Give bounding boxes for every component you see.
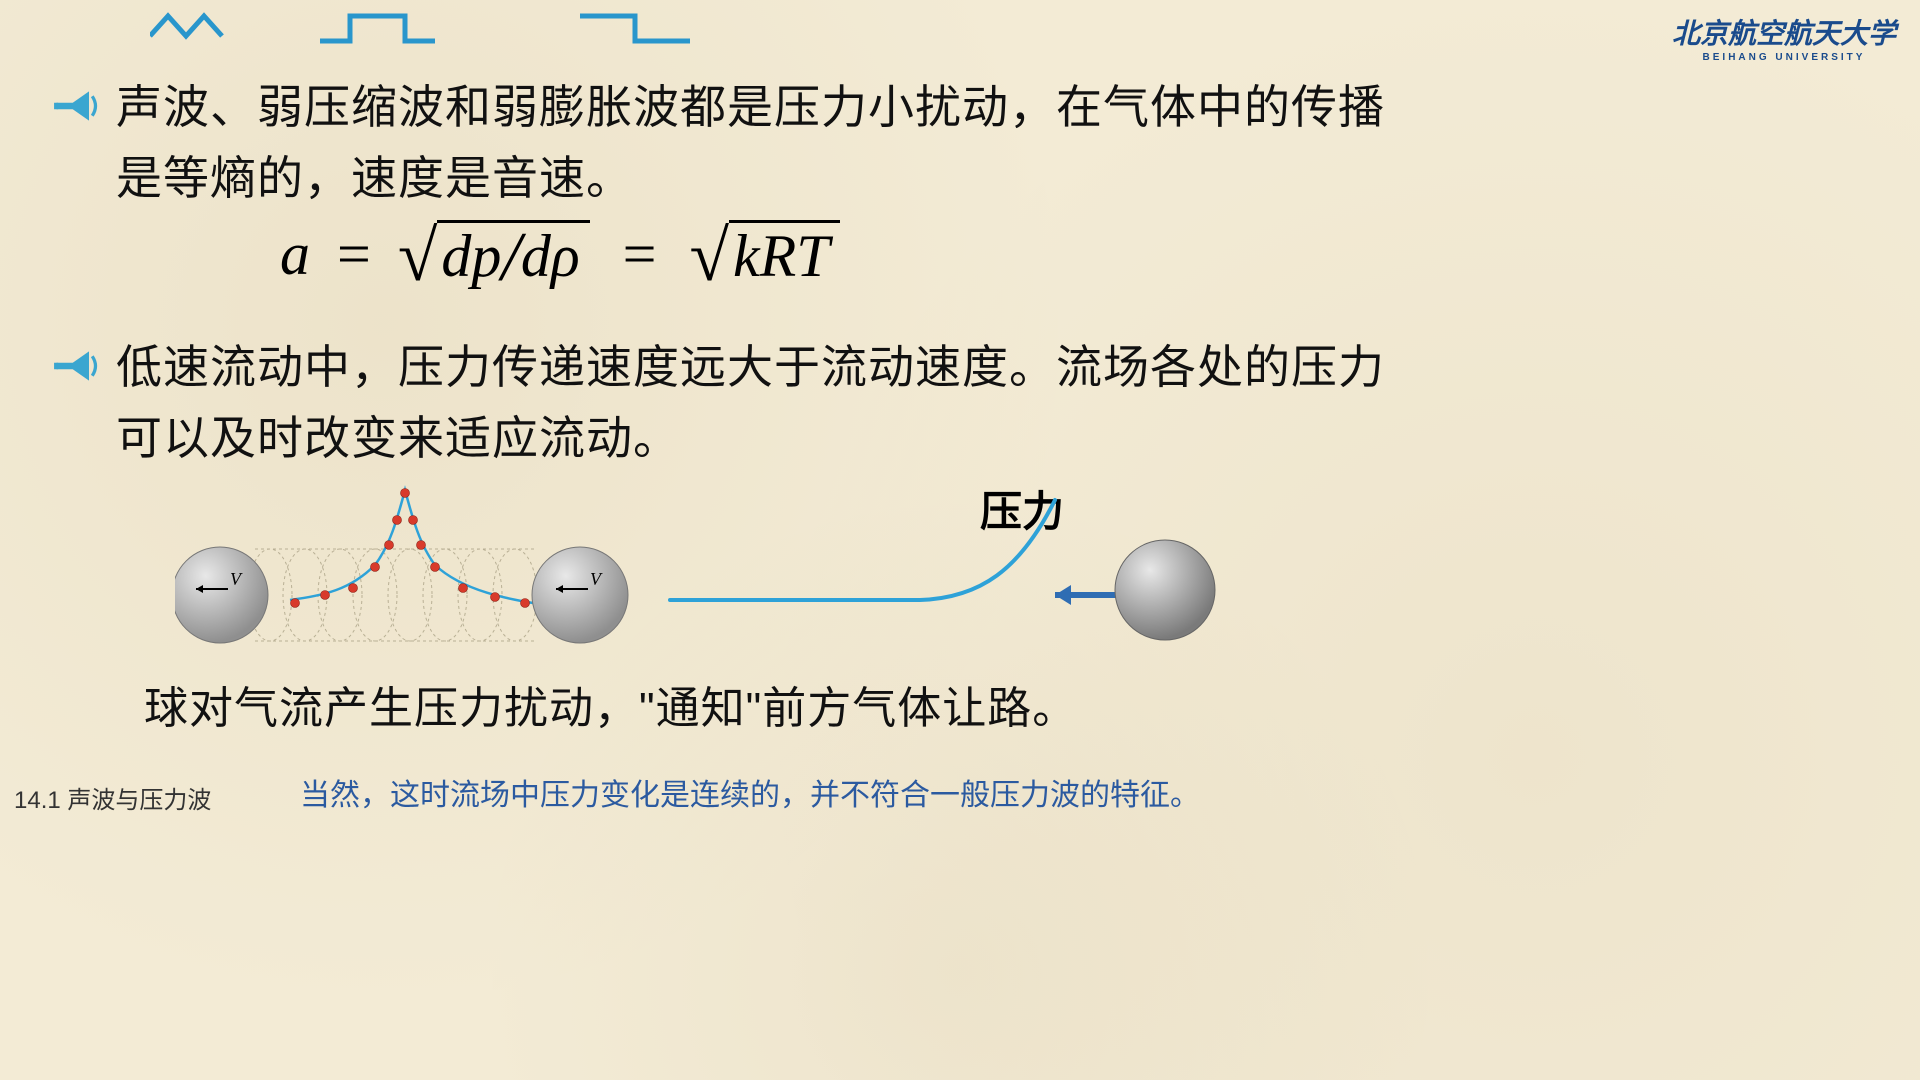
section-label: 14.1 声波与压力波 — [14, 780, 211, 815]
logo-subtext: BEIHANG UNIVERSITY — [1672, 52, 1896, 63]
formula-lhs: a — [280, 221, 310, 287]
sphere-tube-diagram: VV — [175, 465, 645, 665]
sqrt-krt: √ kRT — [689, 220, 839, 289]
logo-text: 北京航空航天大学 — [1672, 19, 1896, 50]
footnote-text: 当然，这时流场中压力变化是连续的，并不符合一般压力波的特征。 — [300, 770, 1200, 814]
diagram-caption: 球对气流产生压力扰动，"通知"前方气体让路。 — [144, 672, 1077, 736]
sqrt-dpdrho: √ dp/dρ — [398, 220, 590, 289]
wave-type-icons — [150, 8, 710, 48]
university-logo: 北京航空航天大学 BEIHANG UNIVERSITY — [1672, 12, 1896, 63]
pressure-curve-diagram — [660, 470, 1220, 660]
equals-sign: = — [337, 221, 371, 287]
sound-speed-formula: a = √ dp/dρ = √ kRT — [280, 220, 840, 289]
megaphone-icon — [50, 80, 102, 132]
paragraph-1: 声波、弱压缩波和弱膨胀波都是压力小扰动，在气体中的传播是等熵的，速度是音速。 — [116, 72, 1416, 215]
paragraph-2: 低速流动中，压力传递速度远大于流动速度。流场各处的压力可以及时改变来适应流动。 — [116, 332, 1416, 475]
equals-sign: = — [623, 221, 657, 287]
megaphone-icon — [50, 340, 102, 392]
